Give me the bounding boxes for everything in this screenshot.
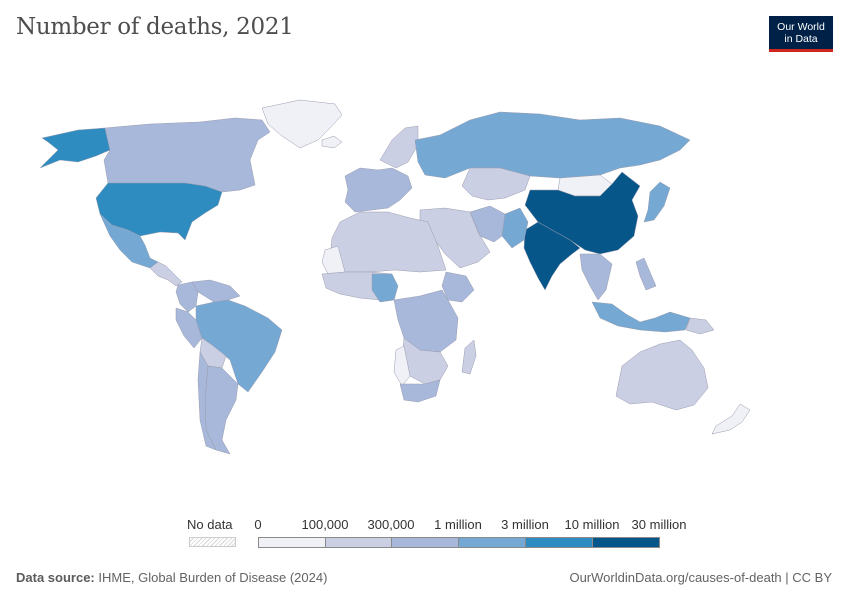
map-region-kazakhstan[interactable] [461,167,531,201]
map-region-greenland[interactable] [261,99,343,149]
map-region-iceland[interactable] [321,135,343,149]
data-source: Data source: IHME, Global Burden of Dise… [16,570,327,585]
legend-tick-4: 3 million [501,517,549,532]
map-legend: No data 0 100,000 300,000 1 million 3 mi… [0,512,850,552]
data-source-text: IHME, Global Burden of Disease (2024) [98,570,328,585]
legend-tick-6: 30 million [631,517,687,532]
map-region-canada[interactable] [103,117,271,193]
map-region-ethiopia[interactable] [441,271,475,303]
chart-title: Number of deaths, 2021 [16,14,294,40]
legend-tick-3: 1 million [434,517,482,532]
map-region-russia[interactable] [414,111,691,179]
legend-bin-3[interactable] [458,537,526,548]
no-data-swatch [189,537,236,547]
map-region-chile[interactable] [197,351,217,451]
map-region-iran[interactable] [469,205,506,243]
legend-bin-5[interactable] [592,537,660,548]
map-region-scandinavia[interactable] [379,125,419,169]
map-region-mexico[interactable] [99,213,159,269]
source-credit-link[interactable]: OurWorldinData.org/causes-of-death | CC … [569,570,832,585]
map-region-alaska[interactable] [39,127,111,169]
map-region-southeast-asia[interactable] [579,253,613,301]
map-region-australia[interactable] [615,339,709,411]
legend-bin-0[interactable] [258,537,326,548]
legend-tick-5: 10 million [564,517,620,532]
map-region-japan[interactable] [643,181,671,223]
map-region-central-america[interactable] [149,261,183,287]
legend-bin-1[interactable] [325,537,392,548]
legend-tick-2: 300,000 [367,517,415,532]
logo-line-2: in Data [784,33,818,45]
legend-bin-2[interactable] [391,537,459,548]
data-source-label: Data source: [16,570,95,585]
map-region-central-africa[interactable] [393,289,459,353]
logo-line-1: Our World [777,21,825,33]
map-region-madagascar[interactable] [461,339,477,375]
map-region-india[interactable] [523,221,581,291]
map-region-western-europe[interactable] [344,167,413,213]
no-data-label: No data [187,517,233,532]
legend-tick-0: 0 [254,517,262,532]
map-region-new-zealand[interactable] [711,403,751,435]
map-region-papua-new-guinea[interactable] [685,317,715,335]
map-region-peru[interactable] [175,307,203,349]
owid-logo[interactable]: Our World in Data [769,16,833,52]
map-region-philippines[interactable] [635,257,657,291]
map-region-south-africa[interactable] [399,379,441,403]
legend-tick-1: 100,000 [301,517,349,532]
map-region-namibia-botswana[interactable] [393,345,411,387]
map-region-indonesia[interactable] [591,301,691,333]
world-map [39,99,751,455]
legend-bin-4[interactable] [525,537,593,548]
map-region-venezuela[interactable] [191,279,241,303]
map-regions [39,99,751,455]
